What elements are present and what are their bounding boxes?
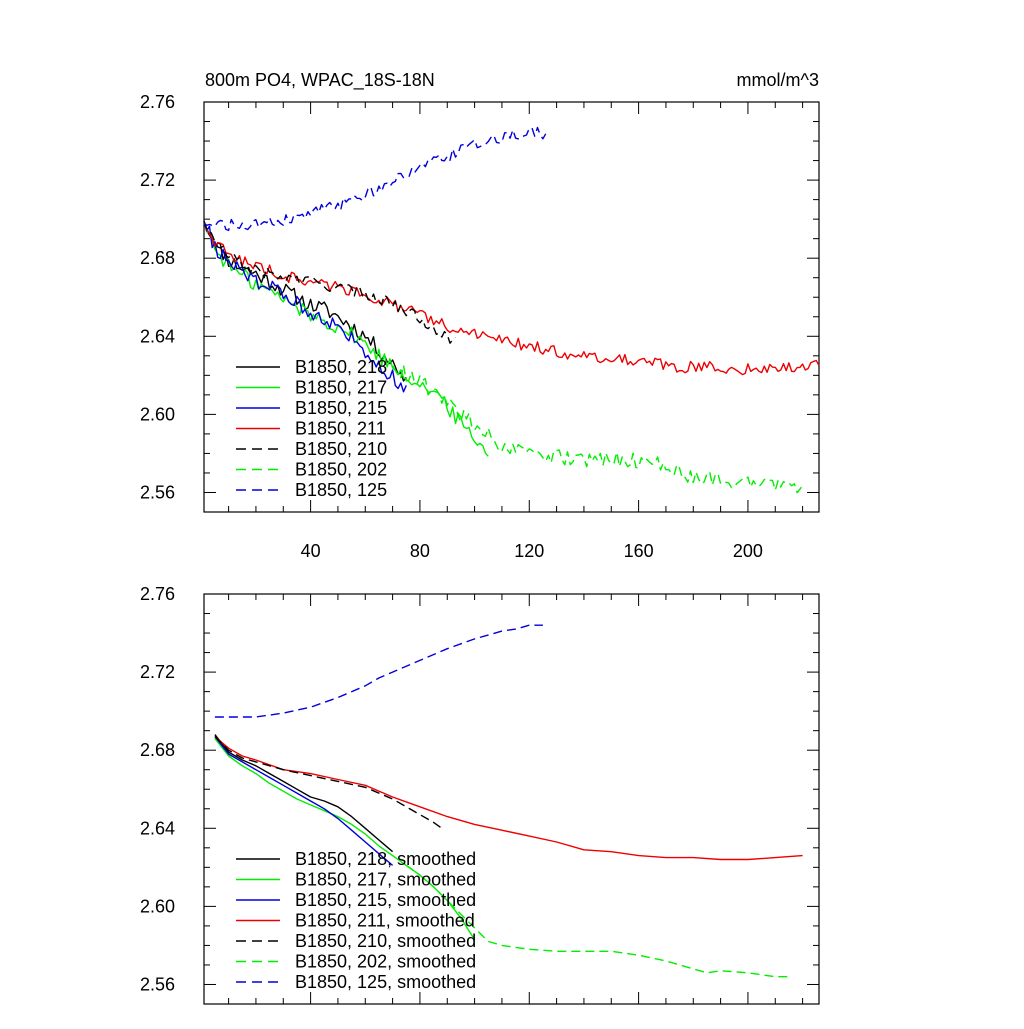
legend-label: B1850, 210, smoothed — [295, 931, 476, 951]
legend-label: B1850, 125 — [295, 480, 387, 500]
legend-label: B1850, 202, smoothed — [295, 952, 476, 972]
legend-label: B1850, 217, smoothed — [295, 870, 476, 890]
units-label: mmol/m^3 — [737, 70, 819, 90]
y-tick-label: 2.76 — [140, 92, 175, 112]
legend-label: B1850, 215, smoothed — [295, 890, 476, 910]
top-panel: 2.56 2.60 2.64 2.68 2.72 2.76 40 80 120 160 200 B18… — [140, 92, 820, 561]
plot-frame — [203, 593, 820, 1005]
series-line-7 — [214, 624, 543, 718]
series-line-4 — [214, 735, 803, 861]
series-line-6 — [405, 864, 789, 978]
x-tick-label: 200 — [733, 541, 763, 561]
legend-label: B1850, 125, smoothed — [295, 972, 476, 992]
y-tick-label: 2.76 — [140, 584, 175, 604]
series-line-4 — [203, 220, 820, 376]
legend-label: B1850, 210 — [295, 439, 387, 459]
chart-title: 800m PO4, WPAC_18S-18N — [205, 70, 435, 91]
legend-label: B1850, 218, smoothed — [295, 849, 476, 869]
legend-label: B1850, 215 — [295, 398, 387, 418]
y-tick-label: 2.64 — [140, 326, 175, 346]
legend-label: B1850, 211 — [295, 419, 386, 439]
series-line-2 — [203, 220, 489, 457]
legend-label: B1850, 217 — [295, 378, 387, 398]
y-tick-label: 2.56 — [140, 482, 175, 502]
x-tick-label: 80 — [410, 541, 430, 561]
bottom-panel: 2.56 2.60 2.64 2.68 2.72 2.76 B1850, 218, smoo… — [140, 584, 820, 1005]
y-tick-label: 2.60 — [140, 404, 175, 424]
legend-label: B1850, 202 — [295, 460, 387, 480]
series-line-5 — [214, 736, 443, 829]
series-line-3 — [203, 220, 407, 393]
series-line-3 — [214, 736, 394, 866]
y-tick-label: 2.68 — [140, 248, 175, 268]
legend-label: B1850, 211, smoothed — [295, 911, 475, 931]
y-tick-label: 2.68 — [140, 740, 175, 760]
series-line-5 — [203, 220, 456, 344]
series-line-7 — [203, 126, 547, 232]
y-tick-label: 2.56 — [140, 974, 175, 994]
y-tick-label: 2.60 — [140, 896, 175, 916]
plot-frame — [203, 101, 820, 513]
y-tick-label: 2.72 — [140, 170, 175, 190]
x-tick-label: 40 — [301, 541, 321, 561]
y-tick-label: 2.72 — [140, 662, 175, 682]
x-tick-label: 120 — [514, 541, 544, 561]
legend-label: B1850, 218 — [295, 357, 387, 377]
y-tick-label: 2.64 — [140, 818, 175, 838]
x-tick-label: 160 — [624, 541, 654, 561]
series-line-1 — [214, 734, 394, 853]
series-line-6 — [391, 364, 804, 494]
